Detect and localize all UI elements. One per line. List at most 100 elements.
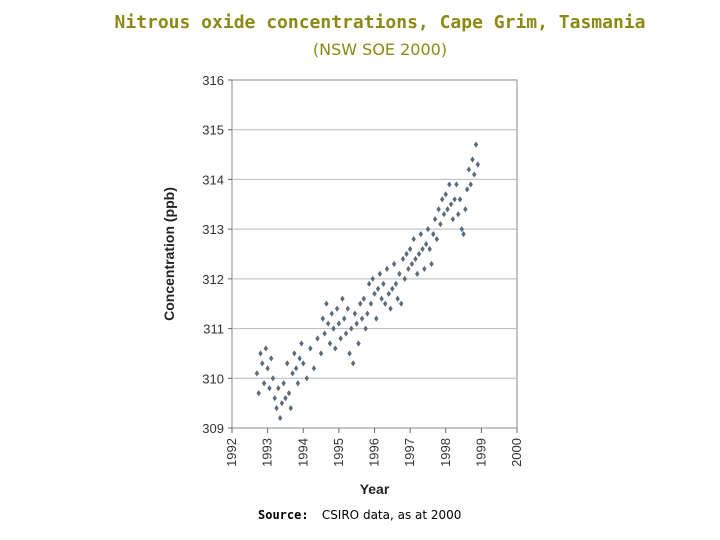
data-point	[464, 186, 470, 193]
data-point	[286, 390, 292, 397]
y-tick-label: 310	[202, 371, 224, 386]
x-tick-label: 1993	[260, 438, 275, 467]
data-point	[274, 405, 279, 412]
data-point	[350, 360, 356, 367]
data-point	[352, 310, 358, 317]
data-point	[311, 365, 317, 372]
data-point	[395, 295, 400, 302]
data-point	[279, 400, 285, 407]
data-point	[425, 226, 431, 233]
data-point	[292, 350, 297, 357]
data-point	[334, 305, 340, 312]
data-point	[470, 156, 475, 163]
source-note: Source: CSIRO data, as at 2000	[258, 508, 461, 522]
data-point	[272, 395, 277, 402]
data-point	[320, 315, 326, 322]
data-point	[354, 320, 359, 327]
x-tick-label: 1995	[331, 438, 346, 467]
y-tick-label: 309	[202, 421, 224, 436]
data-point	[402, 275, 407, 282]
data-point	[388, 305, 393, 312]
data-point	[386, 290, 391, 297]
data-point	[329, 310, 334, 317]
x-tick-label: 2000	[509, 438, 524, 467]
data-point	[456, 211, 461, 218]
y-axis-label: Concentration (ppb)	[161, 187, 177, 321]
data-point	[391, 260, 397, 268]
data-point	[366, 280, 372, 287]
data-point	[258, 350, 263, 357]
data-point	[384, 265, 390, 272]
data-point	[372, 290, 377, 297]
data-point	[331, 325, 336, 332]
x-tick-label: 1992	[224, 438, 239, 467]
x-tick-label: 1999	[473, 438, 488, 467]
data-point	[290, 370, 295, 377]
data-point	[256, 390, 261, 397]
data-point	[363, 325, 368, 332]
data-point	[270, 375, 276, 382]
data-point	[423, 240, 429, 248]
data-point	[447, 181, 452, 188]
data-point	[409, 260, 415, 268]
data-point	[468, 181, 473, 188]
data-point	[283, 395, 288, 402]
data-point	[297, 355, 302, 362]
data-point	[342, 315, 347, 322]
data-point	[450, 216, 456, 223]
chart-subtitle: (NSW SOE 2000)	[312, 40, 448, 59]
data-point	[397, 270, 402, 277]
data-point	[420, 245, 425, 253]
data-point	[422, 265, 427, 272]
data-point	[457, 196, 463, 203]
y-tick-label: 316	[202, 73, 224, 88]
y-tick-label: 311	[203, 322, 224, 337]
plot-area	[231, 79, 518, 429]
data-point	[443, 191, 448, 198]
source-label: Source:	[258, 508, 309, 522]
data-point	[379, 295, 384, 302]
data-point	[368, 300, 374, 307]
x-tick-label: 1996	[367, 438, 382, 467]
data-point	[390, 285, 395, 292]
data-point	[263, 345, 269, 352]
data-point	[415, 270, 420, 277]
data-point	[349, 325, 354, 332]
data-point	[293, 365, 299, 372]
data-point	[299, 340, 304, 347]
data-point	[308, 345, 313, 352]
data-point	[448, 201, 454, 208]
data-point	[452, 196, 457, 203]
data-point	[333, 345, 338, 352]
data-point	[429, 260, 434, 268]
data-point	[288, 405, 293, 412]
data-point	[276, 385, 281, 392]
data-point	[413, 255, 418, 263]
data-point	[324, 300, 329, 307]
data-point	[441, 211, 447, 218]
data-point	[459, 226, 464, 233]
y-tick-label: 312	[202, 272, 224, 287]
data-point	[416, 250, 422, 258]
data-point	[393, 280, 399, 287]
data-point	[265, 365, 270, 372]
data-point	[295, 380, 301, 387]
data-point	[338, 335, 343, 342]
data-point	[463, 206, 468, 213]
data-point	[361, 295, 367, 302]
data-point	[404, 250, 409, 258]
data-point	[261, 380, 267, 387]
data-point	[418, 231, 424, 238]
data-point	[340, 295, 345, 302]
data-point	[347, 350, 352, 357]
data-point	[406, 265, 411, 272]
data-point	[377, 270, 383, 277]
data-point	[434, 236, 440, 243]
data-point	[268, 355, 274, 362]
data-point	[359, 315, 365, 322]
y-tick-label: 314	[202, 172, 224, 187]
data-point	[375, 285, 381, 292]
data-point	[267, 385, 272, 392]
data-point	[473, 141, 479, 148]
source-text: CSIRO data, as at 2000	[321, 508, 462, 522]
